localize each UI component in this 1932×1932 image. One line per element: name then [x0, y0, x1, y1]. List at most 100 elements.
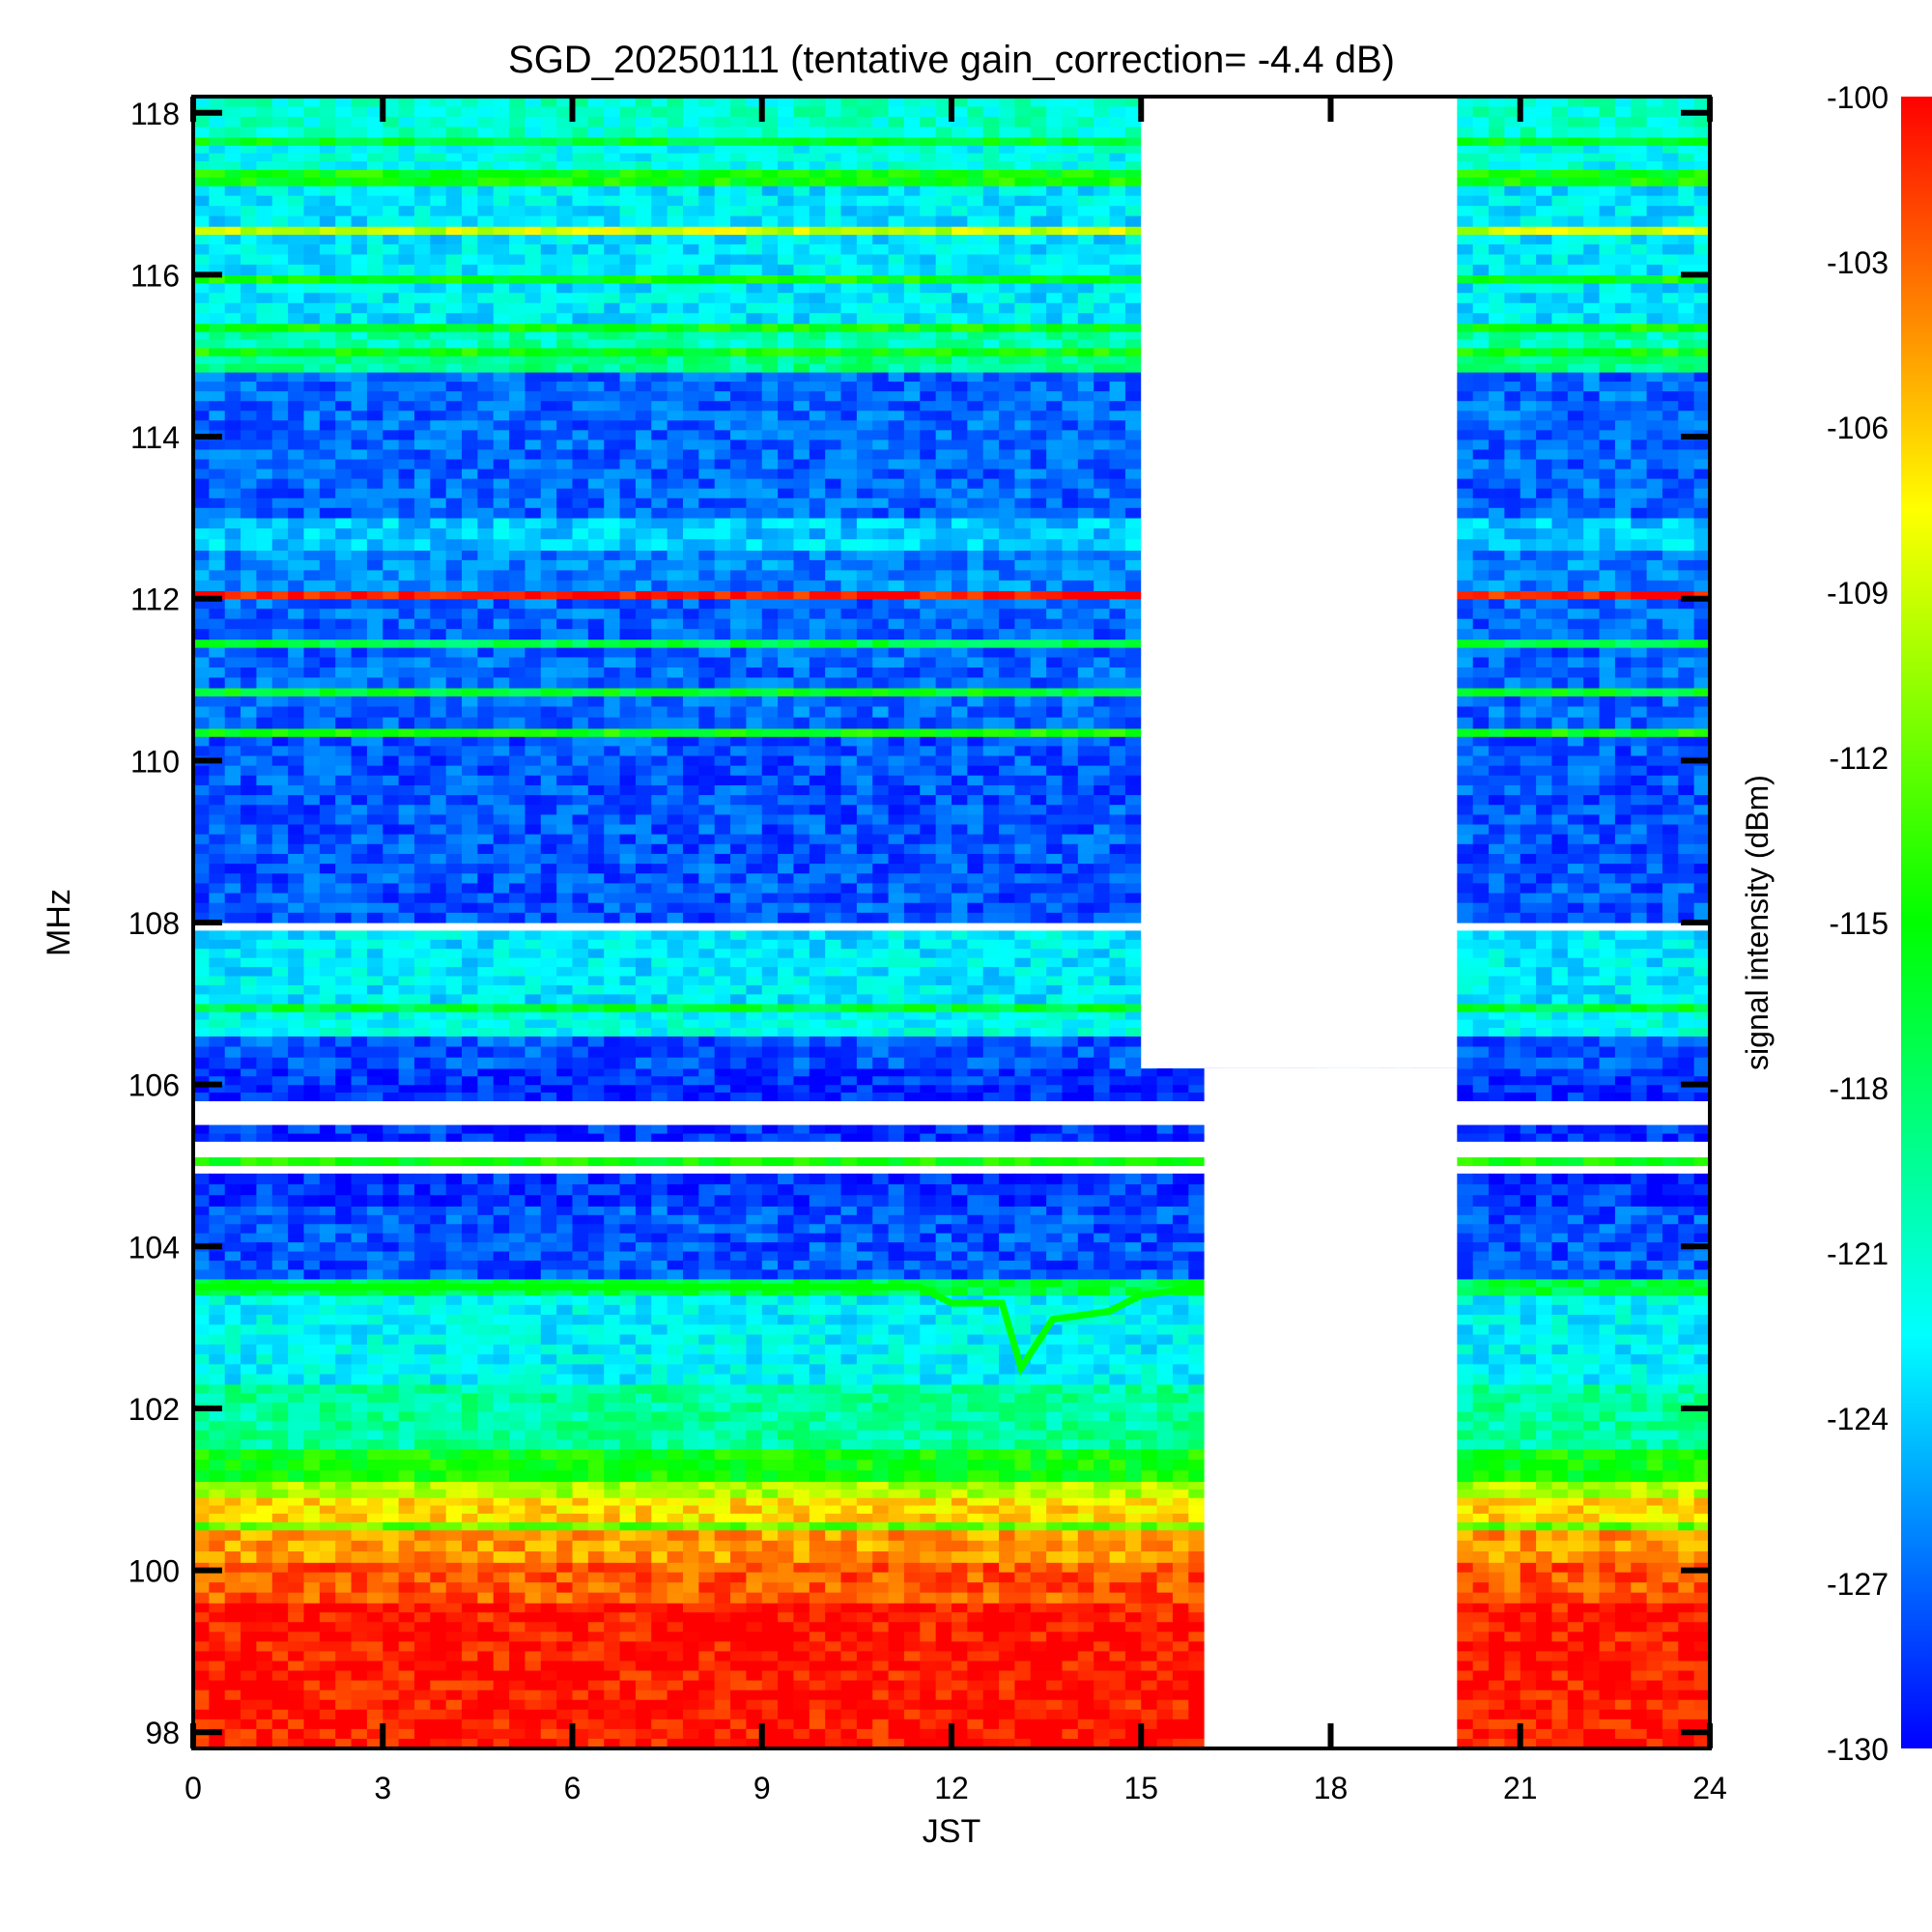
heatmap-cell [635, 1728, 652, 1740]
heatmap-cell [1457, 1551, 1474, 1563]
heatmap-cell [241, 1632, 258, 1642]
heatmap-cell [746, 1489, 763, 1498]
heatmap-cell [809, 1315, 826, 1325]
heatmap-cell [1599, 1448, 1616, 1461]
heatmap-cell [809, 1632, 826, 1642]
heatmap-cell [493, 1513, 510, 1522]
heatmap-cell [682, 1411, 699, 1422]
heatmap-cell [540, 1470, 557, 1482]
heatmap-cell [1693, 1641, 1710, 1653]
heatmap-cell [746, 1521, 763, 1531]
heatmap-cell [1646, 1304, 1663, 1316]
heatmap-cell [1489, 1551, 1505, 1563]
heatmap-cell [209, 1430, 226, 1440]
heatmap-cell [1646, 1521, 1663, 1531]
heatmap-cell [809, 1430, 826, 1440]
heatmap-cell [413, 1430, 431, 1440]
heatmap-cell [840, 1709, 858, 1720]
heatmap-cell [209, 1214, 226, 1225]
heatmap-cell [1551, 1719, 1569, 1730]
heatmap-cell [604, 1521, 621, 1531]
heatmap-cell [525, 1632, 542, 1642]
heatmap-cell [635, 1651, 652, 1662]
heatmap-cell [1646, 1374, 1663, 1385]
heatmap-cell [1014, 1622, 1032, 1633]
heatmap-cell [193, 1592, 210, 1604]
heatmap-cell [335, 1670, 353, 1682]
heatmap-cell [509, 1206, 526, 1216]
heatmap-cell [462, 1529, 478, 1542]
heatmap-cell [1094, 1439, 1111, 1450]
heatmap-cell [698, 1670, 716, 1682]
heatmap-cell [1124, 1632, 1142, 1642]
heatmap-cell [462, 1551, 478, 1563]
heatmap-cell [999, 1592, 1016, 1604]
heatmap-cell [413, 1206, 431, 1216]
heatmap-cell [1472, 1728, 1490, 1740]
heatmap-cell [1551, 1470, 1569, 1482]
heatmap-cell [430, 1304, 447, 1316]
heatmap-cell [1124, 1448, 1142, 1461]
heatmap-cell [1504, 1354, 1521, 1365]
heatmap-cell [1141, 1439, 1158, 1450]
heatmap-cell [430, 1603, 447, 1613]
heatmap-cell [1614, 1551, 1632, 1563]
heatmap-cell [888, 1738, 905, 1748]
heatmap-cell [1457, 1439, 1474, 1450]
heatmap-cell [840, 1489, 858, 1498]
heatmap-cell [635, 1632, 652, 1642]
heatmap-cell [1046, 1719, 1064, 1730]
heatmap-cell [209, 1344, 226, 1355]
heatmap-cell [667, 1344, 684, 1355]
heatmap-cell [604, 1374, 621, 1385]
heatmap-cell [604, 1690, 621, 1701]
heatmap-cell [1693, 1315, 1710, 1325]
heatmap-cell [1188, 1448, 1206, 1461]
heatmap-cell [1156, 1709, 1174, 1720]
heatmap-cell [952, 1206, 968, 1216]
heatmap-cell [540, 1641, 557, 1653]
heatmap-cell [920, 1540, 937, 1552]
heatmap-cell [1662, 1540, 1679, 1552]
heatmap-cell [256, 1214, 273, 1225]
heatmap-cell [445, 1481, 463, 1491]
heatmap-cell [1504, 1562, 1521, 1574]
heatmap-cell [967, 1374, 984, 1385]
heatmap-cell [1693, 1661, 1710, 1672]
heatmap-cell [193, 1661, 210, 1672]
heatmap-cell [778, 1206, 795, 1216]
heatmap-cell [682, 1344, 699, 1355]
heatmap-cell [1520, 1294, 1537, 1306]
heatmap-cell [1693, 1709, 1710, 1720]
heatmap-cell [1614, 1421, 1632, 1432]
heatmap-cell [271, 1603, 289, 1613]
heatmap-cell [540, 1709, 557, 1720]
heatmap-cell [303, 1344, 321, 1355]
heatmap-cell [825, 1481, 842, 1491]
heatmap-cell [856, 1364, 873, 1376]
heatmap-cell [509, 1612, 526, 1623]
heatmap-cell [698, 1411, 716, 1422]
heatmap-cell [1457, 1364, 1474, 1376]
heatmap-cell [1583, 1214, 1601, 1225]
heatmap-cell [398, 1670, 415, 1682]
heatmap-cell [604, 1670, 621, 1682]
heatmap-cell [1599, 1529, 1616, 1542]
heatmap-cell [967, 1670, 984, 1682]
heatmap-cell [477, 1603, 495, 1613]
heatmap-cell [840, 1505, 858, 1515]
heatmap-cell [477, 1699, 495, 1711]
heatmap-cell [1536, 1521, 1553, 1531]
heatmap-cell [413, 1592, 431, 1604]
heatmap-cell [1536, 1214, 1553, 1225]
heatmap-cell [1599, 1612, 1616, 1623]
heatmap-cell [1062, 1460, 1079, 1471]
heatmap-cell [445, 1699, 463, 1711]
heatmap-cell [209, 1612, 226, 1623]
heatmap-cell [920, 1728, 937, 1740]
heatmap-cell [224, 1324, 242, 1336]
heatmap-cell [982, 1411, 1000, 1422]
heatmap-cell [888, 1622, 905, 1633]
heatmap-cell [1662, 1402, 1679, 1413]
heatmap-cell [445, 1551, 463, 1563]
